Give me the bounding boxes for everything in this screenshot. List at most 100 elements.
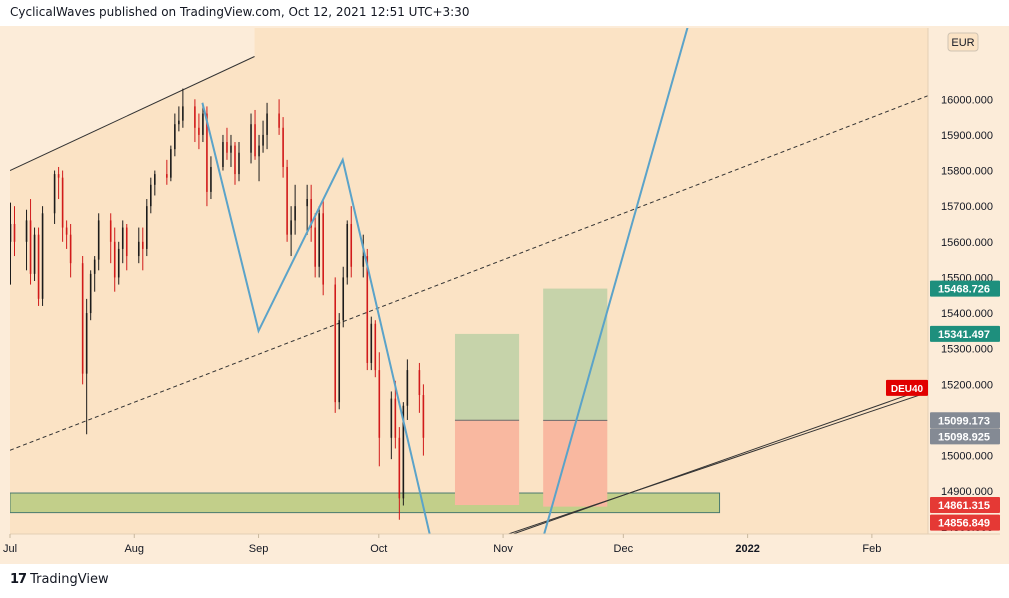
candle-body xyxy=(346,223,349,278)
candle-body xyxy=(266,113,268,135)
candle-body xyxy=(278,113,280,128)
time-tick-label: Sep xyxy=(249,543,269,555)
time-tick-label: Oct xyxy=(370,543,387,555)
candle-body xyxy=(258,145,260,157)
candle-body xyxy=(141,241,144,249)
candle-body xyxy=(29,220,32,274)
candle-body xyxy=(398,437,401,499)
wave-path-line[interactable] xyxy=(201,102,431,540)
candle-body xyxy=(182,106,184,121)
candle-body xyxy=(37,234,40,299)
candle-body xyxy=(418,370,421,396)
channel-lower-line[interactable] xyxy=(503,391,928,536)
candle-body xyxy=(370,323,373,363)
candle-body xyxy=(362,256,365,267)
candle-body xyxy=(81,263,84,374)
price-tick-label: 15000.000 xyxy=(941,451,993,463)
candle-body xyxy=(202,113,204,135)
time-tick-label: Dec xyxy=(614,543,634,555)
price-tick-label: 15400.000 xyxy=(941,308,993,320)
price-tick-label: 14900.000 xyxy=(941,486,993,498)
candle-body xyxy=(117,248,120,278)
candle-body xyxy=(210,166,212,192)
time-tick-label: Jul xyxy=(3,543,17,555)
candle-body xyxy=(166,174,168,178)
candle-body xyxy=(318,213,320,267)
candle-body xyxy=(93,259,96,274)
channel-mid-line[interactable] xyxy=(10,95,928,451)
candle-body xyxy=(338,320,341,403)
candle-body xyxy=(33,234,36,274)
projection-line[interactable] xyxy=(543,0,695,538)
price-label-box xyxy=(930,497,1000,514)
currency-label: EUR xyxy=(951,37,974,49)
brand-name[interactable]: TradingView xyxy=(30,572,109,587)
position-stop-zone[interactable] xyxy=(454,420,520,506)
support-zone[interactable] xyxy=(10,492,721,514)
candle-body xyxy=(282,127,284,167)
candle-body xyxy=(170,149,172,178)
price-tick-label: 15600.000 xyxy=(941,237,993,249)
candle-body xyxy=(53,174,56,214)
price-label-text: 15341.497 xyxy=(938,329,990,341)
price-label-text: 15099.173 xyxy=(938,415,990,427)
candle-body xyxy=(406,370,409,406)
symbol-tag-box xyxy=(886,379,928,396)
price-label-text: 15098.925 xyxy=(938,431,990,443)
price-label-box xyxy=(930,428,1000,445)
candle-body xyxy=(254,124,256,157)
candle-body xyxy=(154,174,156,185)
price-tick-label: 16000.000 xyxy=(941,94,993,106)
price-label-box xyxy=(930,412,1000,429)
candle-body xyxy=(294,206,296,221)
candle-body xyxy=(25,220,28,242)
time-tick-label: Feb xyxy=(862,543,881,555)
candle-body xyxy=(394,398,397,438)
candle-body xyxy=(250,124,252,153)
candle-body xyxy=(234,145,236,175)
price-label-text: 14861.315 xyxy=(938,500,990,512)
position-stop-zone[interactable] xyxy=(543,420,608,507)
channel-upper-line[interactable] xyxy=(10,56,255,171)
candle-body xyxy=(121,227,124,249)
price-label-box xyxy=(930,325,1000,342)
candle-body xyxy=(226,142,228,153)
candle-body xyxy=(350,223,353,267)
candle-body xyxy=(310,199,312,228)
channel-lower-line[interactable] xyxy=(503,387,928,538)
candle-body xyxy=(125,227,128,257)
candle-body xyxy=(57,174,60,178)
price-tick-label: 15300.000 xyxy=(941,344,993,356)
currency-button[interactable]: EUR xyxy=(947,32,979,52)
candle-body xyxy=(290,220,292,235)
candle-body xyxy=(69,234,72,264)
candle-body xyxy=(10,223,12,242)
footer: 17 TradingView xyxy=(10,572,109,587)
candle-body xyxy=(322,213,324,285)
price-labels: 15468.726 15341.497 15099.173 15098.925 1486… xyxy=(886,280,1000,531)
symbol-tag-text: DEU40 xyxy=(891,384,924,395)
candle-body xyxy=(306,199,308,207)
time-axis[interactable]: Jul Aug Sep Oct Nov Dec 2022 Feb xyxy=(3,534,881,555)
candle-body xyxy=(174,124,176,150)
candle-body xyxy=(262,134,264,146)
time-tick-label: Aug xyxy=(124,543,144,555)
candle-body xyxy=(150,184,152,207)
channel-outer-shade xyxy=(10,28,255,171)
candle-body xyxy=(89,273,92,314)
candle-body xyxy=(113,241,116,278)
price-label-text: 15468.726 xyxy=(938,284,990,296)
candle-body xyxy=(230,145,232,153)
tradingview-logo-icon[interactable]: 17 xyxy=(10,572,27,587)
publisher-line: CyclicalWaves published on TradingView.c… xyxy=(10,5,470,19)
position-target-zone[interactable] xyxy=(454,333,520,421)
candle-body xyxy=(198,127,200,135)
position-target-zone[interactable] xyxy=(543,288,608,421)
price-tick-label: 15700.000 xyxy=(941,201,993,213)
candle-body xyxy=(402,405,405,499)
candle-body xyxy=(41,213,44,299)
candle-body xyxy=(222,142,224,167)
candle-body xyxy=(342,277,345,321)
candle-body xyxy=(137,241,140,257)
